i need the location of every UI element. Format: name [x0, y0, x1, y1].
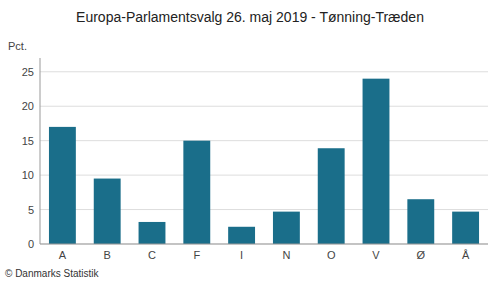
bar [228, 227, 255, 244]
chart-container: Europa-Parlamentsvalg 26. maj 2019 - Tøn… [0, 0, 500, 282]
bar [183, 141, 210, 244]
x-tick-label: Ø [417, 249, 426, 261]
x-tick-label: B [104, 249, 111, 261]
y-tick-label: 20 [22, 100, 34, 112]
y-axis-line [40, 58, 41, 244]
grid-line [40, 140, 488, 141]
bar [452, 212, 479, 244]
bar [49, 127, 76, 244]
x-tick-label: V [372, 249, 380, 261]
x-tick-label: Å [462, 249, 470, 261]
y-tick-label: 10 [22, 169, 34, 181]
x-tick-label: F [193, 249, 200, 261]
y-tick-label: 5 [28, 204, 34, 216]
chart-svg: Europa-Parlamentsvalg 26. maj 2019 - Tøn… [0, 0, 500, 282]
bar [318, 148, 345, 244]
title: Europa-Parlamentsvalg 26. maj 2019 - Tøn… [76, 9, 424, 25]
bar [273, 212, 300, 244]
y-axis-label: Pct. [8, 40, 27, 52]
x-tick-label: I [240, 249, 243, 261]
bar [94, 179, 121, 244]
grid-line [40, 175, 488, 176]
y-tick-label: 25 [22, 66, 34, 78]
bars [49, 79, 479, 244]
bar [139, 222, 166, 244]
x-tick-label: O [327, 249, 336, 261]
bar [407, 199, 434, 244]
grid [40, 72, 488, 244]
x-tick-label: N [282, 249, 290, 261]
x-tick-label: C [148, 249, 156, 261]
x-axis-line [40, 244, 488, 245]
y-tick-label: 15 [22, 135, 34, 147]
bar [363, 79, 390, 244]
grid-line [40, 106, 488, 107]
y-tick-label: 0 [28, 238, 34, 250]
grid-line [40, 71, 488, 72]
x-tick-label: A [59, 249, 67, 261]
footer: © Danmarks Statistik [5, 268, 100, 279]
grid-line [40, 244, 488, 245]
